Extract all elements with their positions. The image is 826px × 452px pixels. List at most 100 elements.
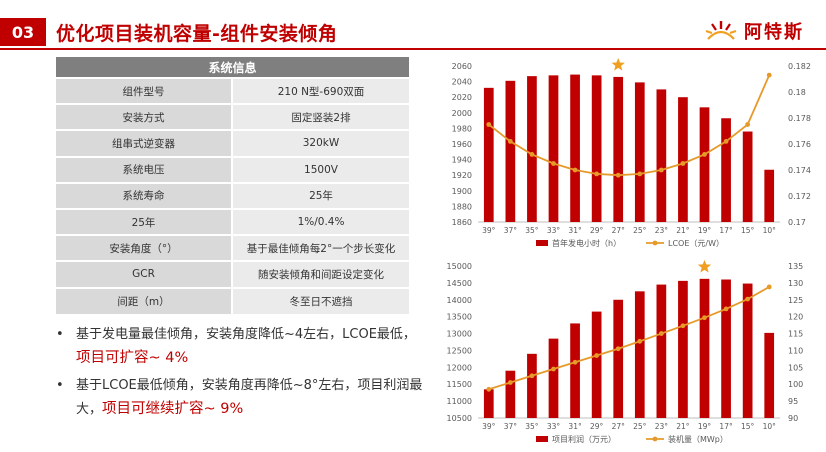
- x-tick-label: 25°: [633, 226, 647, 235]
- line-point: [615, 346, 621, 352]
- logo-text: 阿特斯: [744, 22, 804, 43]
- x-tick-label: 25°: [633, 422, 647, 431]
- y-left-tick-label: 1960: [452, 140, 472, 149]
- x-tick-label: 35°: [525, 226, 539, 235]
- x-tick-label: 29°: [590, 226, 604, 235]
- bar: [591, 75, 602, 222]
- y-right-tick-label: 130: [788, 279, 803, 288]
- spec-key: 25年: [56, 207, 233, 236]
- line-point: [572, 167, 578, 173]
- bar: [570, 74, 580, 222]
- y-left-tick-label: 2020: [452, 93, 472, 102]
- bullet-highlight: 项目可继续扩容~ 9%: [102, 400, 244, 417]
- line-point: [745, 122, 751, 127]
- legend-line-label: LCOE（元/W）: [668, 239, 724, 248]
- y-left-tick-label: 2060: [452, 62, 472, 71]
- x-tick-label: 19°: [698, 422, 712, 431]
- chart-svg: 1860 1880 1900 1920 1940 1960 1980 2000 2020 2040…: [452, 57, 811, 248]
- slide-title: 优化项目装机容量-组件安装倾角: [56, 23, 338, 45]
- bar: [613, 299, 624, 418]
- line-point: [572, 359, 578, 365]
- spec-key: 系统电压: [56, 155, 233, 183]
- bar: [613, 76, 624, 222]
- bar: [656, 89, 667, 223]
- spec-value: 210 N型-690双面: [232, 76, 409, 105]
- line-point: [766, 72, 772, 78]
- y-right-tick-label: 125: [788, 296, 803, 305]
- bar: [742, 283, 753, 418]
- y-right-tick-label: 90: [788, 414, 798, 423]
- star-icon: [697, 259, 712, 273]
- legend-bar-swatch: [536, 436, 548, 442]
- y-right-tick-label: 135: [788, 262, 803, 271]
- bar: [505, 370, 516, 418]
- line-point: [745, 296, 751, 302]
- spec-key: 系统寿命: [56, 181, 233, 209]
- bar: [570, 323, 580, 418]
- bar: [721, 279, 731, 418]
- bar: [527, 76, 537, 222]
- x-tick-label: 23°: [655, 422, 669, 431]
- y-right-tick-label: 0.178: [788, 114, 811, 123]
- y-left-tick-label: 13500: [447, 313, 472, 322]
- x-tick-label: 29°: [590, 422, 604, 431]
- table-row: 安装角度（°） 基于最佳倾角每2°一个步长变化: [56, 234, 409, 262]
- bar: [527, 353, 537, 418]
- spec-value: 25年: [232, 181, 409, 209]
- y-left-tick-label: 1900: [452, 187, 472, 196]
- legend-bar-label: 项目利润（万元）: [552, 434, 616, 444]
- bar: [634, 82, 645, 222]
- table-row: 安装方式 固定竖装2排: [56, 103, 409, 131]
- table-row: 组串式逆变器 320kW: [56, 129, 409, 157]
- bar: [548, 338, 559, 418]
- spec-key: 安装角度（°）: [56, 234, 233, 262]
- line-point: [551, 161, 556, 166]
- x-tick-label: 33°: [547, 226, 561, 235]
- legend-line-marker: [652, 436, 658, 442]
- bullet-text: 基于LCOE最低倾角，安装角度再降低~8°左右，项目利润最大，: [76, 378, 423, 417]
- bar: [699, 107, 710, 222]
- bar: [656, 284, 667, 418]
- x-tick-label: 17°: [719, 422, 733, 431]
- x-tick-label: 23°: [655, 226, 669, 235]
- y-right-tick-label: 95: [788, 397, 798, 406]
- list-item: • 基于LCOE最低倾角，安装角度再降低~8°左右，项目利润最大，项目可继续扩容~…: [52, 375, 424, 421]
- x-tick-label: 35°: [525, 422, 539, 431]
- y-left-tick-label: 12000: [447, 363, 472, 372]
- slide-number: 03: [0, 18, 46, 46]
- bar: [678, 280, 688, 418]
- spec-value: 固定竖装2排: [232, 103, 409, 131]
- table-row: GCR 随安装倾角和间距设定变化: [56, 260, 409, 288]
- spec-key: 组件型号: [56, 76, 233, 105]
- line-point: [658, 331, 664, 336]
- y-right-tick-label: 105: [788, 363, 803, 372]
- line-point: [637, 171, 643, 177]
- line-point: [594, 171, 600, 177]
- x-tick-label: 39°: [482, 422, 496, 431]
- line-point: [702, 152, 707, 157]
- bar: [678, 97, 688, 222]
- table-row: 组件型号 210 N型-690双面: [56, 76, 409, 105]
- x-tick-label: 21°: [676, 422, 690, 431]
- x-tick-label: 15°: [741, 226, 755, 235]
- y-right-tick-label: 0.18: [788, 88, 806, 97]
- list-item: • 基于发电量最佳倾角，安装角度降低~4左右，LCOE最低， 项目可扩容~ 4%: [52, 324, 424, 370]
- bullet-text: 基于发电量最佳倾角，安装角度降低~4左右，LCOE最低，: [76, 327, 416, 342]
- y-right-tick-label: 120: [788, 313, 803, 322]
- spec-key: 组串式逆变器: [56, 129, 233, 157]
- brand-logo: 阿特斯: [704, 18, 804, 44]
- legend-bar-swatch: [536, 240, 548, 246]
- y-right-tick-label: 115: [788, 330, 803, 339]
- y-left-tick-label: 1980: [452, 124, 472, 133]
- spec-key: 间距（m）: [56, 286, 233, 314]
- y-right-tick-label: 0.17: [788, 218, 806, 227]
- table-row: 系统寿命 25年: [56, 181, 409, 209]
- bar: [483, 389, 494, 418]
- line-point: [680, 161, 686, 166]
- legend-bar-label: 首年发电小时（h）: [552, 238, 621, 248]
- y-left-tick-label: 2000: [452, 109, 472, 118]
- title-divider: [0, 48, 826, 50]
- line-point: [486, 122, 492, 127]
- sun-logo-icon: [705, 21, 737, 40]
- spec-key: 安装方式: [56, 103, 233, 131]
